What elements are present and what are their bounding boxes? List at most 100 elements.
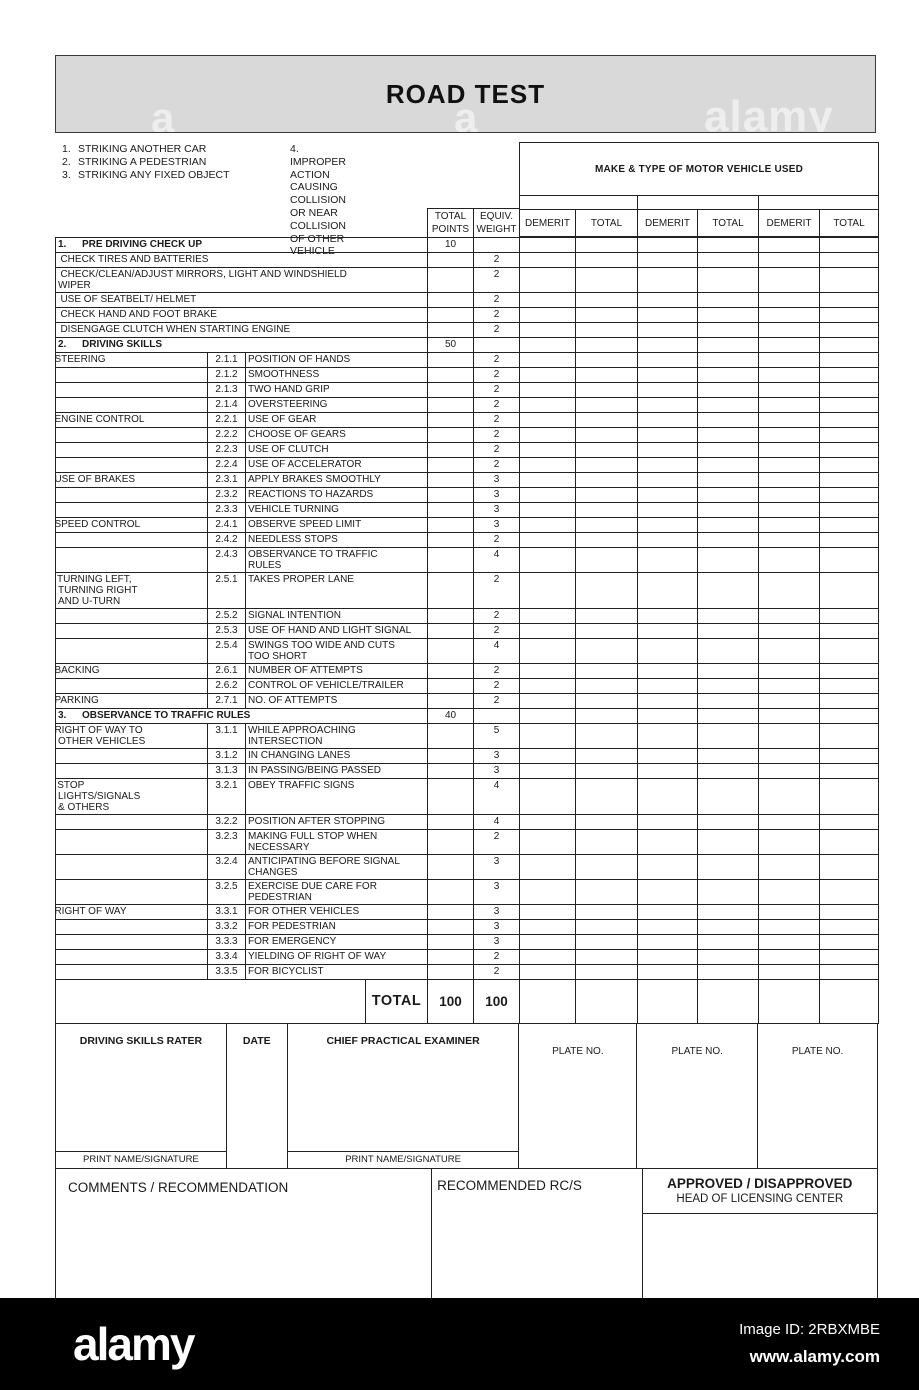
demerit-entry-cell [519, 678, 577, 694]
weight-cell: 2 [473, 964, 521, 980]
section-title-text: OBSERVANCE TO TRAFFIC RULES [82, 710, 251, 721]
category-cell [55, 964, 208, 980]
total-entry-cell [697, 532, 760, 548]
incident-number: 1. [62, 143, 71, 155]
demerit-header: DEMERIT [519, 209, 576, 237]
demerit-entry-cell [637, 829, 699, 855]
demerit-entry-cell [637, 778, 699, 815]
total-points-cell [427, 442, 475, 458]
item-description: USE OF ACCELERATOR [244, 457, 429, 473]
demerit-entry-cell [758, 427, 821, 443]
weight-cell: 3 [473, 502, 521, 518]
demerit-entry-cell [758, 678, 821, 694]
table-row: 3.1.3 IN PASSING/BEING PASSED 3 [55, 763, 880, 779]
category-cell [55, 814, 208, 830]
demerit-entry-cell [519, 487, 577, 503]
category-cell [55, 427, 208, 443]
demerit-entry-cell [637, 487, 699, 503]
demerit-entry-cell [758, 237, 821, 253]
demerit-entry-cell [758, 352, 821, 368]
weight-cell: 2 [473, 693, 521, 709]
incident-number: 3. [62, 168, 71, 181]
section-title: 2. DRIVING SKILLS [54, 337, 429, 353]
total-entry-cell [819, 267, 880, 293]
demerit-entry-cell [637, 472, 699, 488]
item-number-cell: 2.3.3 [207, 502, 246, 518]
weight-cell: 3 [473, 854, 521, 880]
demerit-entry-cell [637, 638, 699, 664]
demerit-entry-cell [637, 572, 699, 609]
total-entry-cell [697, 397, 760, 413]
item-number-cell: 3.2.5 [207, 879, 246, 905]
total-entry-cell [575, 457, 639, 473]
item-number-cell: 3.3.4 [207, 949, 246, 965]
table-row: 1.4 CHECK HAND AND FOOT BRAKE 2 [54, 307, 880, 323]
weight-cell: 3 [473, 748, 521, 764]
table-row: 2.6.2 CONTROL OF VEHICLE/TRAILER 2 [55, 678, 880, 694]
total-points-cell [427, 472, 475, 488]
table-row: 3. OBSERVANCE TO TRAFFIC RULES 40 [54, 708, 880, 724]
item-number-cell: 3.3.1 [207, 904, 246, 920]
incident-item: 3. STRIKING ANY FIXED OBJECT [62, 169, 230, 182]
weight-cell: 3 [473, 934, 521, 950]
total-points-cell [427, 949, 475, 965]
demerit-entry-cell [758, 322, 821, 338]
item-description: OBSERVE SPEED LIMIT [244, 517, 429, 533]
footer-info: Image ID: 2RBXMBE www.alamy.com [739, 1321, 880, 1367]
demerit-entry-cell [758, 638, 821, 664]
item-number-cell: 2.5.3 [207, 623, 246, 639]
table-row: 3.2.3 MAKING FULL STOP WHEN NECESSARY 2 [55, 829, 880, 855]
demerit-entry-cell [637, 532, 699, 548]
total-entry-cell [697, 693, 760, 709]
total-header: TOTAL [575, 209, 638, 237]
total-entry-cell [697, 472, 760, 488]
demerit-entry-cell [758, 292, 821, 308]
head-of-licensing-center-label: HEAD OF LICENSING CENTER [676, 1193, 844, 1205]
item-description: SWINGS TOO WIDE AND CUTS TOO SHORT [244, 638, 429, 664]
total-entry-cell [575, 934, 639, 950]
item-number-cell: 3.2.4 [207, 854, 246, 880]
total-entry-cell [819, 829, 880, 855]
total-label: TOTAL [364, 979, 429, 1024]
total-entry-cell [819, 854, 880, 880]
table-row: 1. PRE DRIVING CHECK UP 10 [54, 237, 880, 253]
category-cell: 2.5 TURNING LEFT, TURNING RIGHT AND U-TU… [55, 572, 208, 609]
item-number-cell: 3.2.3 [207, 829, 246, 855]
demerit-entry-cell [519, 237, 577, 253]
plate-no-label: PLATE NO. [552, 1046, 604, 1057]
table-row: 3.2.5 EXERCISE DUE CARE FOR PEDESTRIAN 3 [55, 879, 880, 905]
weight-cell: 2 [473, 307, 521, 323]
demerit-entry-cell [637, 307, 699, 323]
category-cell [55, 623, 208, 639]
demerit-entry-cell [519, 854, 577, 880]
demerit-entry-cell [637, 547, 699, 573]
total-entry-cell [697, 502, 760, 518]
total-points-cell: 10 [427, 237, 475, 253]
demerit-entry-cell [637, 412, 699, 428]
total-points-cell [427, 919, 475, 935]
approved-disapproved-label: APPROVED / DISAPPROVED [667, 1176, 853, 1191]
demerit-entry-cell [758, 397, 821, 413]
demerit-entry-cell [637, 397, 699, 413]
demerit-entry-cell [758, 904, 821, 920]
total-points-cell [427, 663, 475, 679]
total-points-cell [427, 723, 475, 749]
demerit-entry-cell [758, 442, 821, 458]
item-description: USE OF GEAR [244, 412, 429, 428]
total-points-cell [427, 352, 475, 368]
demerit-entry-cell [519, 457, 577, 473]
total-entry-cell [819, 748, 880, 764]
weight-cell: 2 [473, 829, 521, 855]
demerit-entry-cell [758, 723, 821, 749]
total-points-cell [427, 322, 475, 338]
total-entry-cell [697, 829, 760, 855]
total-entry-cell [697, 708, 760, 724]
total-points-header: TOTAL POINTS [427, 208, 474, 238]
total-entry-cell [819, 532, 880, 548]
demerit-entry-cell [758, 708, 821, 724]
demerit-entry-cell [758, 763, 821, 779]
table-row: 3.1 RIGHT OF WAY TO OTHER VEHICLES3.1.1W… [55, 723, 880, 749]
weight-cell: 2 [473, 367, 521, 383]
total-entry-cell [575, 267, 639, 293]
